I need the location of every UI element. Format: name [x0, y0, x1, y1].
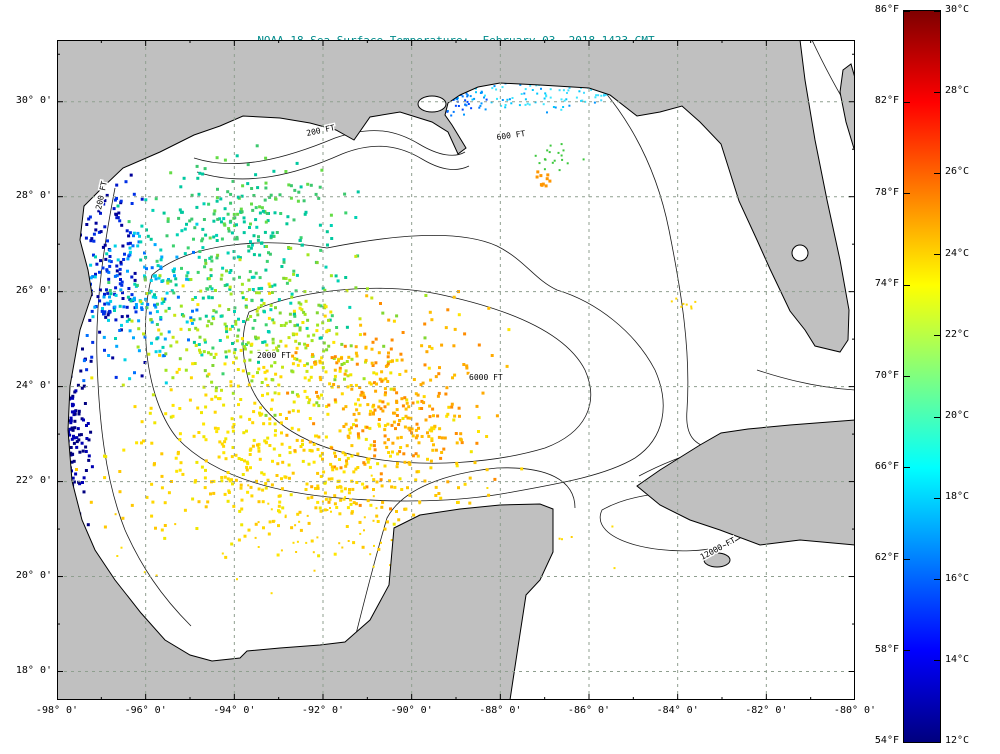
colorbar-c-label: 20°C [945, 410, 970, 422]
y-tick-label: 22° 0' [15, 474, 52, 486]
bathymetry-contour-line [756, 369, 855, 391]
y-tick-label: 20° 0' [15, 569, 52, 581]
bathymetry-contour-line [96, 187, 192, 627]
colorbar-f-tick [904, 650, 910, 652]
colorbar-f-tick [904, 741, 910, 743]
colorbar-c-tick [934, 416, 940, 418]
x-tick-label: -90° 0' [390, 705, 433, 716]
y-tick-label: 26° 0' [15, 284, 52, 296]
colorbar-c-label: 12°C [945, 735, 970, 746]
colorbar-f-tick [904, 101, 910, 103]
plot-border [57, 40, 855, 700]
colorbar-f-tick [904, 467, 910, 469]
bathymetry-contour-line [196, 145, 470, 180]
colorbar-c-label: 18°C [945, 491, 970, 503]
land-masses [57, 40, 855, 700]
colorbar-f-label: 74°F [874, 278, 899, 290]
colorbar-c-label: 26°C [945, 166, 970, 178]
colorbar-c-tick [934, 172, 940, 174]
colorbar-f-tick [904, 284, 910, 286]
x-tick-label: -96° 0' [124, 705, 167, 716]
y-tick-label: 28° 0' [15, 189, 52, 201]
colorbar-c-tick [934, 335, 940, 337]
x-tick-label: -88° 0' [479, 705, 522, 716]
colorbar-f-tick [904, 193, 910, 195]
colorbar-c-tick [934, 91, 940, 93]
graticule [57, 40, 855, 700]
north-america-mexico-land [57, 40, 850, 700]
colorbar-f-label: 62°F [874, 552, 899, 564]
lake-okeechobee [791, 244, 809, 262]
colorbar-c-tick [934, 579, 940, 581]
colorbar-c-tick [934, 497, 940, 499]
bathymetry-contour-line [242, 287, 592, 464]
x-tick-label: -98° 0' [35, 705, 79, 716]
colorbar-f-label: 78°F [874, 186, 899, 198]
colorbar-c-tick [934, 741, 940, 743]
y-tick-label: 24° 0' [15, 379, 52, 391]
x-tick-label: -92° 0' [301, 705, 345, 716]
isla-juventud-land [703, 552, 731, 568]
colorbar-c-tick [934, 254, 940, 256]
y-tick-label: 18° 0' [15, 664, 52, 676]
x-tick-label: -94° 0' [213, 705, 256, 716]
x-tick-label: -86° 0' [567, 705, 611, 716]
bathymetry-contour-line [354, 467, 576, 639]
contour-depth-label: 6000 FT [469, 373, 503, 382]
colorbar-f-tick [904, 558, 910, 560]
colorbar-f-tick [904, 10, 910, 12]
lake-pontchartrain [417, 95, 447, 113]
colorbar-c-label: 16°C [945, 572, 970, 584]
colorbar-c-label: 30°C [945, 4, 970, 15]
colorbar-f-label: 58°F [874, 643, 899, 655]
colorbar-f-label: 86°F [874, 4, 899, 15]
contour-depth-label: 2000 FT [257, 351, 291, 360]
bathymetry-contour-line [193, 130, 466, 165]
colorbar-f-label: 66°F [874, 460, 899, 472]
colorbar-f-label: 70°F [874, 369, 899, 381]
bahama-bank-land [839, 63, 855, 153]
x-tick-label: -80° 0' [833, 705, 877, 716]
y-tick-label: 30° 0' [15, 94, 52, 106]
x-tick-label: -84° 0' [656, 705, 699, 716]
cuba-land [636, 419, 855, 546]
x-tick-label: -82° 0' [745, 705, 788, 716]
colorbar-c-label: 22°C [945, 328, 970, 340]
colorbar-f-label: 54°F [874, 735, 899, 746]
bathymetry-contour-line [145, 235, 664, 502]
colorbar-f-label: 82°F [874, 95, 899, 107]
colorbar-c-tick [934, 660, 940, 662]
colorbar-c-label: 28°C [945, 85, 970, 97]
colorbar-f-tick [904, 376, 910, 377]
colorbar-c-label: 24°C [945, 247, 970, 259]
colorbar-c-label: 14°C [945, 653, 970, 665]
sst-data-pixels [57, 74, 697, 595]
temperature-colorbar [903, 10, 941, 743]
colorbar-c-tick [934, 10, 940, 12]
